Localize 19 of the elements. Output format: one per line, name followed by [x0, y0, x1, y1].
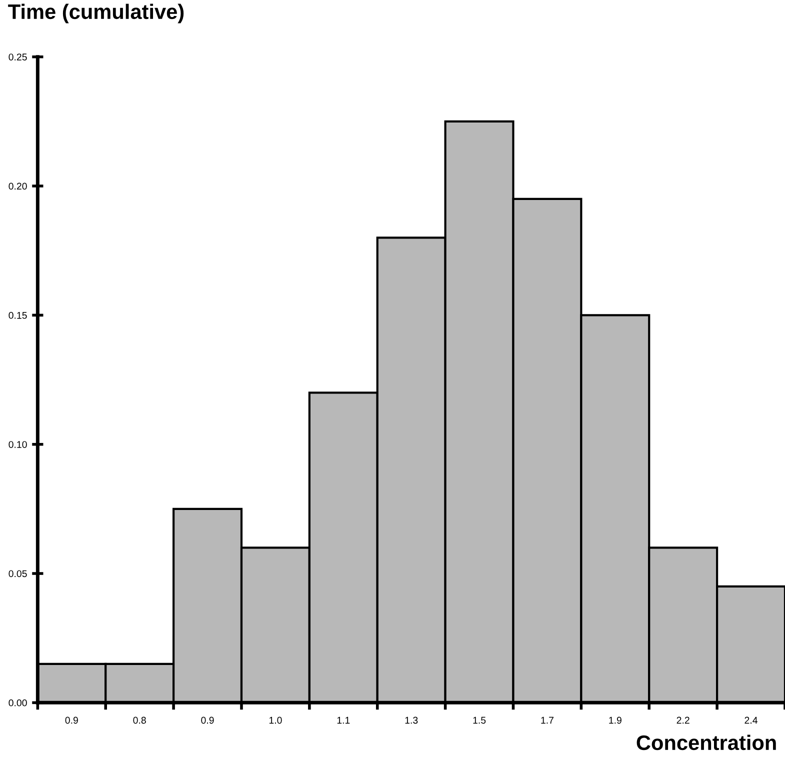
x-tick-label: 2.4: [744, 716, 758, 724]
x-tick-label: 0.9: [201, 716, 214, 724]
x-axis-title: Concentration: [636, 734, 776, 750]
x-tick-label: 1.7: [541, 716, 554, 724]
x-tick-label: 1.5: [473, 716, 486, 724]
y-tick-label: 0.00: [8, 699, 27, 706]
y-tick-label: 0.20: [8, 182, 27, 190]
y-axis-title: Time (cumulative): [8, 4, 184, 24]
x-tick-label: 1.9: [609, 716, 622, 724]
x-tick-label: 0.8: [133, 716, 146, 724]
y-tick-label: 0.15: [8, 312, 27, 319]
y-tick-label: 0.10: [8, 441, 27, 448]
x-tick-label: 2.2: [676, 716, 690, 724]
x-tick-label: 1.3: [405, 716, 418, 724]
x-tick-label: 1.1: [337, 716, 350, 724]
y-tick-label: 0.05: [8, 570, 27, 578]
x-tick-label: 1.0: [269, 716, 282, 724]
y-tick-label: 0.25: [8, 54, 27, 60]
x-tick-label: 0.9: [65, 716, 78, 724]
